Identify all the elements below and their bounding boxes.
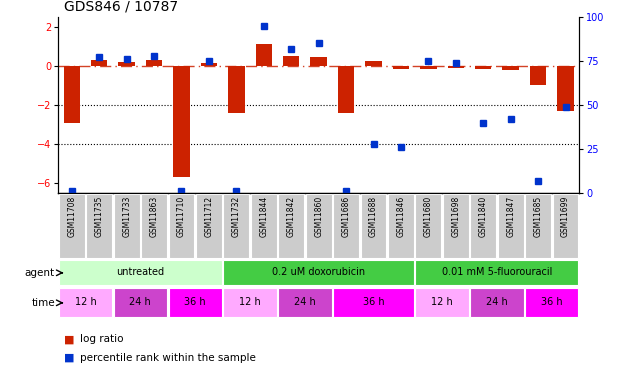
Bar [64, 66, 80, 123]
Text: 12 h: 12 h [239, 297, 261, 307]
Bar [86, 194, 112, 258]
Bar [223, 288, 276, 317]
Bar [498, 194, 524, 258]
Text: GSM11860: GSM11860 [314, 196, 323, 237]
Bar [114, 288, 167, 317]
Bar [415, 260, 579, 285]
Bar [525, 194, 551, 258]
Bar [174, 66, 190, 177]
Text: percentile rank within the sample: percentile rank within the sample [80, 353, 256, 363]
Bar [420, 66, 437, 69]
Bar [223, 194, 249, 258]
Text: GSM11712: GSM11712 [204, 196, 213, 237]
Bar [388, 194, 414, 258]
Bar [470, 288, 524, 317]
Text: GSM11863: GSM11863 [150, 196, 158, 237]
Text: GSM11840: GSM11840 [479, 196, 488, 237]
Text: 36 h: 36 h [541, 297, 563, 307]
Bar [91, 60, 107, 66]
Text: GDS846 / 10787: GDS846 / 10787 [64, 0, 179, 13]
Bar [168, 288, 222, 317]
Text: 36 h: 36 h [363, 297, 384, 307]
Bar [119, 62, 135, 66]
Bar [59, 260, 222, 285]
Bar [306, 194, 331, 258]
Text: 0.2 uM doxorubicin: 0.2 uM doxorubicin [272, 267, 365, 277]
Bar [168, 194, 194, 258]
Bar [278, 288, 331, 317]
Bar [223, 260, 414, 285]
Bar [475, 66, 492, 69]
Bar [228, 66, 245, 113]
Bar [201, 63, 217, 66]
Text: ■: ■ [64, 334, 75, 344]
Bar [553, 194, 579, 258]
Bar [525, 288, 579, 317]
Text: 12 h: 12 h [74, 297, 97, 307]
Text: 0.01 mM 5-fluorouracil: 0.01 mM 5-fluorouracil [442, 267, 552, 277]
Bar [338, 66, 355, 113]
Text: GSM11735: GSM11735 [95, 196, 103, 237]
Text: GSM11688: GSM11688 [369, 196, 378, 237]
Text: GSM11842: GSM11842 [286, 196, 296, 237]
Bar [365, 61, 382, 66]
Text: untreated: untreated [116, 267, 165, 277]
Bar [443, 194, 469, 258]
Bar [146, 60, 162, 66]
Text: GSM11686: GSM11686 [341, 196, 351, 237]
Text: GSM11733: GSM11733 [122, 196, 131, 237]
Text: GSM11844: GSM11844 [259, 196, 268, 237]
Text: GSM11846: GSM11846 [396, 196, 406, 237]
Text: GSM11710: GSM11710 [177, 196, 186, 237]
Text: GSM11680: GSM11680 [424, 196, 433, 237]
Bar [470, 194, 496, 258]
Text: 12 h: 12 h [431, 297, 453, 307]
Bar [361, 194, 386, 258]
Bar [278, 194, 304, 258]
Bar [447, 66, 464, 68]
Bar [256, 44, 272, 66]
Bar [59, 288, 112, 317]
Bar [333, 288, 414, 317]
Bar [530, 66, 546, 86]
Bar [141, 194, 167, 258]
Bar [283, 56, 300, 66]
Text: GSM11708: GSM11708 [68, 196, 76, 237]
Bar [415, 288, 469, 317]
Text: 24 h: 24 h [486, 297, 508, 307]
Text: GSM11685: GSM11685 [534, 196, 543, 237]
Bar [196, 194, 222, 258]
Bar [310, 57, 327, 66]
Text: 36 h: 36 h [184, 297, 206, 307]
Bar [415, 194, 441, 258]
Text: 24 h: 24 h [294, 297, 316, 307]
Text: time: time [32, 298, 55, 308]
Text: GSM11698: GSM11698 [451, 196, 460, 237]
Bar [502, 66, 519, 70]
Text: GSM11847: GSM11847 [506, 196, 515, 237]
Text: GSM11732: GSM11732 [232, 196, 241, 237]
Bar [114, 194, 139, 258]
Text: 24 h: 24 h [129, 297, 151, 307]
Text: GSM11699: GSM11699 [561, 196, 570, 237]
Bar [333, 194, 359, 258]
Text: agent: agent [25, 268, 55, 278]
Text: ■: ■ [64, 353, 75, 363]
Bar [59, 194, 85, 258]
Bar [392, 66, 409, 69]
Text: log ratio: log ratio [80, 334, 124, 344]
Bar [557, 66, 574, 111]
Bar [251, 194, 276, 258]
